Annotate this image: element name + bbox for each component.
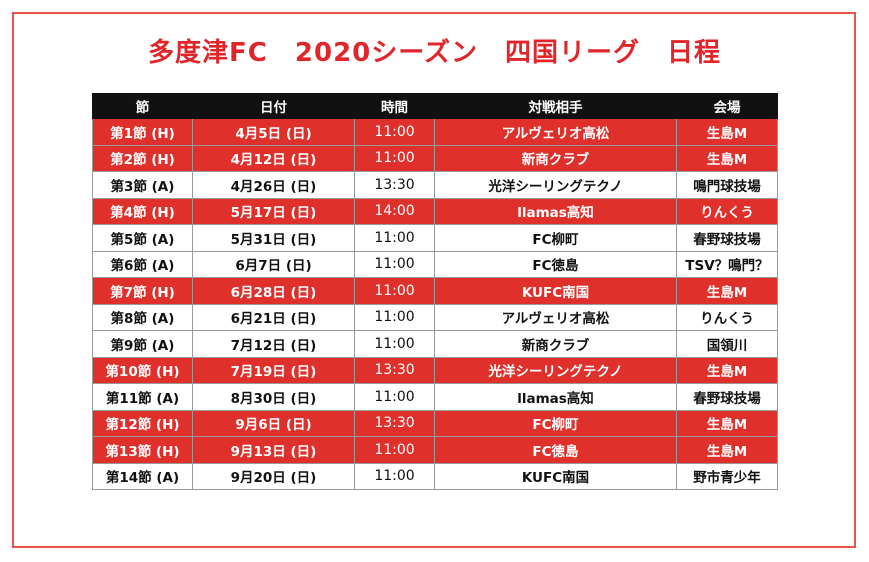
table-row: 第13節 (H) 9月13日 (日) 11:00 FC徳島 生島M: [92, 436, 778, 464]
round-cell: 第2節 (H): [92, 144, 193, 172]
round-cell: 第12節 (H): [92, 409, 193, 437]
venue-cell: りんくう: [676, 197, 778, 225]
time-cell: 11:00: [354, 277, 435, 305]
venue-cell: 生島M: [676, 409, 778, 437]
table-row: 第7節 (H) 6月28日 (日) 11:00 KUFC南国 生島M: [92, 277, 778, 305]
opponent-cell: 新商クラブ: [434, 330, 677, 358]
table-row: 第11節 (A) 8月30日 (日) 11:00 llamas高知 春野球技場: [92, 383, 778, 411]
header-date: 日付: [192, 93, 355, 119]
opponent-cell: 光洋シーリングテクノ: [434, 171, 677, 199]
time-cell: 11:00: [354, 118, 435, 146]
date-cell: 9月6日 (日): [192, 409, 355, 437]
opponent-cell: FC柳町: [434, 224, 677, 252]
table-row: 第8節 (A) 6月21日 (日) 11:00 アルヴェリオ高松 りんくう: [92, 303, 778, 331]
table-row: 第5節 (A) 5月31日 (日) 11:00 FC柳町 春野球技場: [92, 224, 778, 252]
opponent-cell: アルヴェリオ高松: [434, 118, 677, 146]
header-time: 時間: [354, 93, 435, 119]
opponent-cell: FC徳島: [434, 250, 677, 278]
table-row: 第3節 (A) 4月26日 (日) 13:30 光洋シーリングテクノ 鳴門球技場: [92, 171, 778, 199]
venue-cell: 野市青少年: [676, 462, 778, 490]
table-row: 第14節 (A) 9月20日 (日) 11:00 KUFC南国 野市青少年: [92, 462, 778, 490]
venue-cell: 鳴門球技場: [676, 171, 778, 199]
header-venue: 会場: [676, 93, 778, 119]
round-cell: 第10節 (H): [92, 356, 193, 384]
date-cell: 7月12日 (日): [192, 330, 355, 358]
time-cell: 11:00: [354, 383, 435, 411]
page-frame: [12, 12, 856, 548]
round-cell: 第5節 (A): [92, 224, 193, 252]
time-cell: 11:00: [354, 224, 435, 252]
venue-cell: りんくう: [676, 303, 778, 331]
time-cell: 13:30: [354, 171, 435, 199]
round-cell: 第3節 (A): [92, 171, 193, 199]
opponent-cell: アルヴェリオ高松: [434, 303, 677, 331]
time-cell: 11:00: [354, 250, 435, 278]
time-cell: 13:30: [354, 409, 435, 437]
date-cell: 6月28日 (日): [192, 277, 355, 305]
table-row: 第4節 (H) 5月17日 (日) 14:00 llamas高知 りんくう: [92, 197, 778, 225]
round-cell: 第8節 (A): [92, 303, 193, 331]
table-row: 第9節 (A) 7月12日 (日) 11:00 新商クラブ 国領川: [92, 330, 778, 358]
venue-cell: 春野球技場: [676, 224, 778, 252]
venue-cell: 生島M: [676, 144, 778, 172]
venue-cell: 生島M: [676, 118, 778, 146]
round-cell: 第6節 (A): [92, 250, 193, 278]
time-cell: 11:00: [354, 462, 435, 490]
time-cell: 11:00: [354, 330, 435, 358]
time-cell: 13:30: [354, 356, 435, 384]
table-row: 第10節 (H) 7月19日 (日) 13:30 光洋シーリングテクノ 生島M: [92, 356, 778, 384]
venue-cell: 生島M: [676, 277, 778, 305]
time-cell: 11:00: [354, 144, 435, 172]
date-cell: 6月7日 (日): [192, 250, 355, 278]
round-cell: 第13節 (H): [92, 436, 193, 464]
table-header-row: 節 日付 時間 対戦相手 会場: [92, 93, 778, 119]
date-cell: 6月21日 (日): [192, 303, 355, 331]
round-cell: 第4節 (H): [92, 197, 193, 225]
round-cell: 第1節 (H): [92, 118, 193, 146]
venue-cell: TSV？鳴門？: [676, 250, 778, 278]
date-cell: 5月31日 (日): [192, 224, 355, 252]
round-cell: 第9節 (A): [92, 330, 193, 358]
time-cell: 14:00: [354, 197, 435, 225]
round-cell: 第7節 (H): [92, 277, 193, 305]
opponent-cell: FC柳町: [434, 409, 677, 437]
venue-cell: 春野球技場: [676, 383, 778, 411]
venue-cell: 生島M: [676, 356, 778, 384]
date-cell: 4月26日 (日): [192, 171, 355, 199]
opponent-cell: llamas高知: [434, 383, 677, 411]
date-cell: 9月13日 (日): [192, 436, 355, 464]
date-cell: 5月17日 (日): [192, 197, 355, 225]
venue-cell: 生島M: [676, 436, 778, 464]
date-cell: 8月30日 (日): [192, 383, 355, 411]
opponent-cell: KUFC南国: [434, 277, 677, 305]
table-row: 第2節 (H) 4月12日 (日) 11:00 新商クラブ 生島M: [92, 144, 778, 172]
schedule-table: 節 日付 時間 対戦相手 会場 第1節 (H) 4月5日 (日) 11:00 アルヴェ…: [92, 93, 778, 490]
table-row: 第6節 (A) 6月7日 (日) 11:00 FC徳島 TSV？鳴門？: [92, 250, 778, 278]
opponent-cell: FC徳島: [434, 436, 677, 464]
round-cell: 第11節 (A): [92, 383, 193, 411]
schedule-body: 第1節 (H) 4月5日 (日) 11:00 アルヴェリオ高松 生島M 第2節 (H) 4月…: [92, 118, 778, 490]
date-cell: 9月20日 (日): [192, 462, 355, 490]
page-title: 多度津FC 2020シーズン 四国リーグ 日程: [148, 38, 721, 68]
date-cell: 4月5日 (日): [192, 118, 355, 146]
date-cell: 7月19日 (日): [192, 356, 355, 384]
date-cell: 4月12日 (日): [192, 144, 355, 172]
header-opponent: 対戦相手: [434, 93, 677, 119]
table-row: 第1節 (H) 4月5日 (日) 11:00 アルヴェリオ高松 生島M: [92, 118, 778, 146]
opponent-cell: 光洋シーリングテクノ: [434, 356, 677, 384]
header-round: 節: [92, 93, 193, 119]
round-cell: 第14節 (A): [92, 462, 193, 490]
time-cell: 11:00: [354, 436, 435, 464]
opponent-cell: KUFC南国: [434, 462, 677, 490]
time-cell: 11:00: [354, 303, 435, 331]
opponent-cell: llamas高知: [434, 197, 677, 225]
opponent-cell: 新商クラブ: [434, 144, 677, 172]
venue-cell: 国領川: [676, 330, 778, 358]
table-row: 第12節 (H) 9月6日 (日) 13:30 FC柳町 生島M: [92, 409, 778, 437]
